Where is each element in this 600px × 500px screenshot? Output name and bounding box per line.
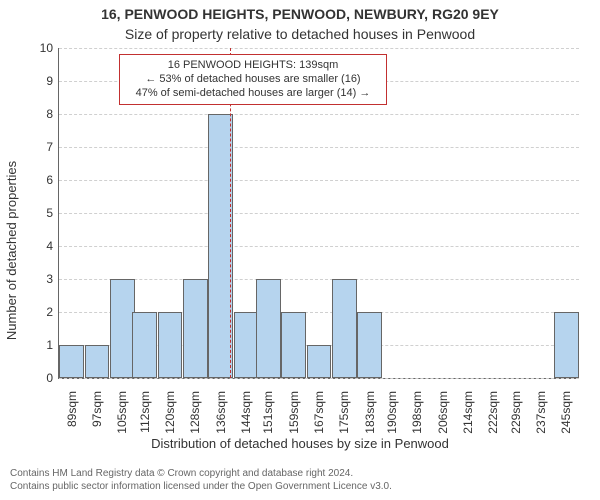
gridline	[59, 279, 579, 280]
histogram-bar	[110, 279, 135, 378]
histogram-bar	[554, 312, 579, 378]
gridline	[59, 48, 579, 49]
histogram-bar	[132, 312, 157, 378]
y-tick-label: 1	[29, 338, 53, 352]
footer-attribution: Contains HM Land Registry data © Crown c…	[10, 468, 590, 493]
histogram-bar	[85, 345, 110, 378]
annotation-line: 16 PENWOOD HEIGHTS: 139sqm	[126, 59, 380, 73]
y-tick-label: 2	[29, 305, 53, 319]
gridline	[59, 378, 579, 379]
histogram-bar	[234, 312, 259, 378]
footer-line1: Contains HM Land Registry data © Crown c…	[10, 468, 590, 481]
histogram-bar	[158, 312, 183, 378]
y-tick-label: 10	[29, 41, 53, 55]
histogram-bar	[59, 345, 84, 378]
histogram-bar	[332, 279, 357, 378]
gridline	[59, 114, 579, 115]
y-tick-label: 5	[29, 206, 53, 220]
x-axis-label: Distribution of detached houses by size …	[0, 436, 600, 451]
annotation-line: ← 53% of detached houses are smaller (16…	[126, 73, 380, 87]
gridline	[59, 246, 579, 247]
y-tick-label: 0	[29, 371, 53, 385]
chart-title-line1: 16, PENWOOD HEIGHTS, PENWOOD, NEWBURY, R…	[0, 6, 600, 22]
histogram-bar	[357, 312, 382, 378]
y-tick-label: 7	[29, 140, 53, 154]
y-tick-label: 6	[29, 173, 53, 187]
footer-line2: Contains public sector information licen…	[10, 481, 590, 494]
y-tick-label: 3	[29, 272, 53, 286]
chart-container: { "chart": { "type": "histogram", "title…	[0, 0, 600, 500]
y-axis-label-text: Number of detached properties	[5, 160, 20, 339]
plot-area: 01234567891089sqm97sqm105sqm112sqm120sqm…	[58, 48, 579, 379]
histogram-bar	[307, 345, 332, 378]
y-tick-label: 8	[29, 107, 53, 121]
gridline	[59, 213, 579, 214]
annotation-box: 16 PENWOOD HEIGHTS: 139sqm← 53% of detac…	[119, 54, 387, 105]
chart-title-line2: Size of property relative to detached ho…	[0, 26, 600, 42]
y-tick-label: 4	[29, 239, 53, 253]
y-axis-label: Number of detached properties	[2, 0, 22, 500]
gridline	[59, 147, 579, 148]
y-tick-label: 9	[29, 74, 53, 88]
histogram-bar	[183, 279, 208, 378]
annotation-line: 47% of semi-detached houses are larger (…	[126, 87, 380, 101]
histogram-bar	[281, 312, 306, 378]
histogram-bar	[256, 279, 281, 378]
gridline	[59, 180, 579, 181]
